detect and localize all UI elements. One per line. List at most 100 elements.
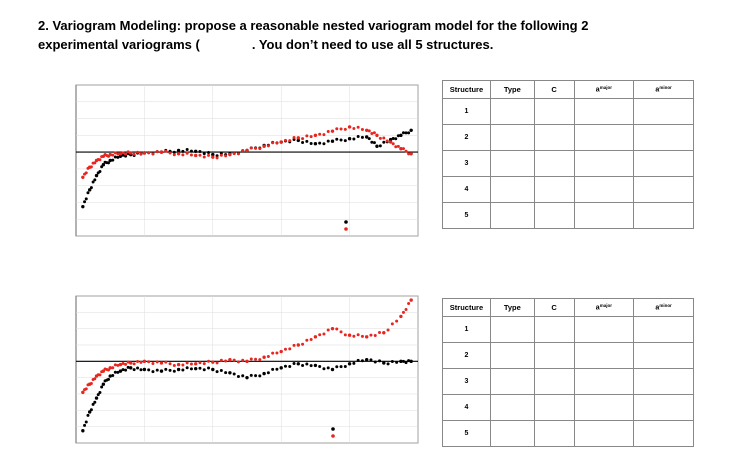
data-point xyxy=(211,155,215,159)
data-point xyxy=(399,359,403,364)
data-point xyxy=(356,333,360,337)
structure-number: 3 xyxy=(442,150,491,177)
data-point xyxy=(288,364,292,368)
c-cell xyxy=(533,98,575,125)
data-point xyxy=(249,357,253,361)
data-point xyxy=(288,139,292,143)
data-point xyxy=(132,152,136,156)
data-point xyxy=(86,413,90,417)
data-point xyxy=(292,343,296,347)
data-point xyxy=(101,162,106,167)
data-point xyxy=(172,150,176,154)
data-point xyxy=(118,362,123,367)
header-a-minor-subscript: minor xyxy=(659,85,672,91)
type-cell xyxy=(489,316,535,343)
data-point xyxy=(219,358,223,362)
c-cell xyxy=(533,316,575,343)
data-point xyxy=(326,366,330,370)
data-point xyxy=(360,135,364,139)
data-point xyxy=(275,367,279,371)
table-row: 5 xyxy=(442,202,694,229)
data-point xyxy=(301,342,305,346)
data-point xyxy=(301,141,305,145)
c-cell xyxy=(533,124,575,151)
data-point xyxy=(369,358,373,362)
data-point xyxy=(126,365,130,369)
a-minor-cell xyxy=(633,176,694,203)
data-point xyxy=(313,363,318,368)
data-point xyxy=(136,366,140,370)
data-point xyxy=(394,137,398,141)
data-point xyxy=(181,363,185,367)
data-point xyxy=(202,362,206,366)
data-point xyxy=(136,359,140,363)
data-point xyxy=(388,140,393,144)
data-point xyxy=(89,186,93,190)
data-point xyxy=(343,127,347,131)
data-point xyxy=(326,130,330,134)
data-point xyxy=(343,333,347,337)
data-point xyxy=(352,126,356,130)
data-point xyxy=(228,358,232,362)
structure-number-label: 1 xyxy=(464,108,469,115)
type-cell xyxy=(489,98,535,125)
a-major-cell xyxy=(573,150,635,177)
data-point xyxy=(81,204,85,209)
type-cell xyxy=(489,368,535,395)
data-point xyxy=(279,349,283,354)
data-point xyxy=(367,129,371,133)
data-point xyxy=(176,362,181,367)
data-point xyxy=(232,372,236,376)
variogram-chart-1 xyxy=(28,76,438,266)
data-point xyxy=(388,137,393,142)
data-point xyxy=(236,360,240,364)
header-structure: Structure xyxy=(442,80,491,99)
header-c-label: C xyxy=(551,85,557,94)
data-point xyxy=(326,139,330,143)
data-point xyxy=(172,153,176,157)
data-point xyxy=(181,149,185,153)
data-point xyxy=(409,359,413,364)
data-point xyxy=(407,302,411,306)
data-point xyxy=(194,149,198,153)
data-point xyxy=(375,133,379,138)
a-minor-cell xyxy=(633,394,694,421)
header-a-minor: aminor xyxy=(633,298,694,317)
data-point xyxy=(121,153,125,157)
data-point xyxy=(258,147,262,151)
data-point xyxy=(124,368,128,372)
header-a-major: amajor xyxy=(573,80,635,99)
structure-number-label: 5 xyxy=(464,212,469,219)
header-a-minor-subscript: minor xyxy=(659,303,672,309)
header-type-label: Type xyxy=(503,85,521,94)
data-point xyxy=(245,375,249,380)
question-line-2-end: . You don’t need to use all 5 structures… xyxy=(251,37,494,52)
data-point xyxy=(181,368,185,372)
data-point xyxy=(395,360,399,364)
data-point xyxy=(373,360,377,364)
data-point xyxy=(159,369,164,373)
c-cell xyxy=(533,394,575,421)
structure-number: 2 xyxy=(442,124,491,151)
data-point xyxy=(224,371,228,375)
data-point xyxy=(185,366,189,370)
data-point xyxy=(81,390,85,395)
data-point xyxy=(185,151,189,155)
data-point xyxy=(207,359,211,363)
data-point xyxy=(407,131,411,135)
data-point xyxy=(288,347,292,351)
data-point xyxy=(116,370,120,374)
data-point xyxy=(211,152,215,157)
question-line-2: experimental variograms (. You don’t nee… xyxy=(38,35,698,54)
data-point xyxy=(372,141,376,145)
a-major-cell xyxy=(573,342,635,369)
data-point xyxy=(296,343,300,347)
data-point xyxy=(370,131,374,135)
header-type: Type xyxy=(489,298,535,317)
series-major xyxy=(81,128,413,209)
type-cell xyxy=(489,420,535,447)
data-point xyxy=(168,362,172,366)
header-a-major-label: a xyxy=(595,304,600,312)
data-point xyxy=(262,371,266,376)
